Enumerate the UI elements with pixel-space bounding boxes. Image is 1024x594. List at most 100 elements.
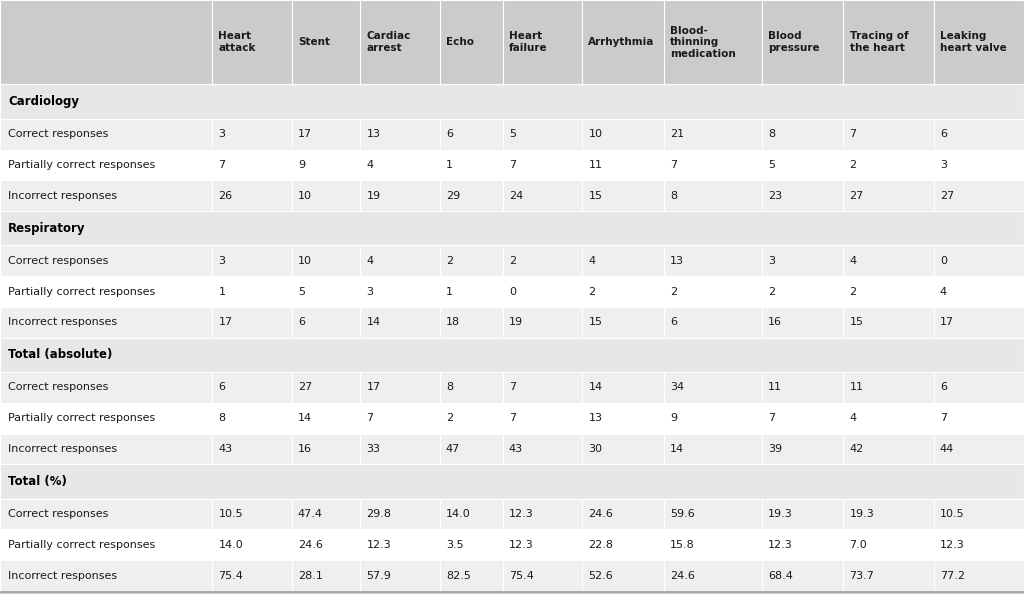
Text: Correct responses: Correct responses — [8, 383, 109, 393]
Text: Total (%): Total (%) — [8, 475, 67, 488]
Text: 4: 4 — [850, 256, 857, 266]
Bar — [360, 150, 439, 181]
Bar — [762, 307, 844, 338]
Text: 57.9: 57.9 — [367, 571, 391, 581]
Bar — [439, 181, 503, 211]
Bar — [0, 338, 1024, 372]
Text: 10.5: 10.5 — [218, 509, 243, 519]
Text: Partially correct responses: Partially correct responses — [8, 413, 156, 424]
Text: 2: 2 — [509, 256, 516, 266]
Text: Heart
failure: Heart failure — [509, 31, 548, 53]
Text: 3: 3 — [218, 256, 225, 266]
Text: Leaking
heart valve: Leaking heart valve — [940, 31, 1007, 53]
Text: 6: 6 — [298, 317, 305, 327]
Text: Incorrect responses: Incorrect responses — [8, 317, 118, 327]
Bar — [0, 403, 212, 434]
Text: Partially correct responses: Partially correct responses — [8, 286, 156, 296]
Bar — [762, 276, 844, 307]
Bar — [292, 119, 360, 150]
Text: 17: 17 — [218, 317, 232, 327]
Text: 8: 8 — [218, 413, 225, 424]
Text: 1: 1 — [218, 286, 225, 296]
Bar — [439, 499, 503, 529]
Bar — [844, 372, 934, 403]
Text: 17: 17 — [940, 317, 954, 327]
Text: 19: 19 — [509, 317, 523, 327]
Bar — [360, 276, 439, 307]
Text: Echo: Echo — [445, 37, 474, 47]
Text: 21: 21 — [670, 129, 684, 139]
Text: 17: 17 — [298, 129, 312, 139]
Text: 14: 14 — [670, 444, 684, 454]
Bar — [439, 150, 503, 181]
Text: Respiratory: Respiratory — [8, 222, 86, 235]
Text: 3: 3 — [940, 160, 947, 170]
Bar — [360, 307, 439, 338]
Text: Cardiac
arrest: Cardiac arrest — [367, 31, 411, 53]
Bar — [762, 403, 844, 434]
Text: 6: 6 — [670, 317, 677, 327]
Text: 15: 15 — [589, 317, 602, 327]
Bar — [934, 276, 1024, 307]
Text: 10: 10 — [589, 129, 602, 139]
Bar — [360, 372, 439, 403]
Text: 43: 43 — [509, 444, 523, 454]
Text: 5: 5 — [768, 160, 775, 170]
Bar — [762, 560, 844, 591]
Bar — [0, 0, 212, 84]
Bar — [292, 276, 360, 307]
Text: 9: 9 — [670, 413, 677, 424]
Bar — [664, 403, 762, 434]
Bar — [360, 181, 439, 211]
Text: 15: 15 — [589, 191, 602, 201]
Text: 4: 4 — [850, 413, 857, 424]
Bar — [503, 434, 583, 465]
Bar — [503, 529, 583, 560]
Text: 68.4: 68.4 — [768, 571, 793, 581]
Text: 7: 7 — [850, 129, 857, 139]
Text: 1: 1 — [445, 160, 453, 170]
Text: 8: 8 — [768, 129, 775, 139]
Bar — [360, 403, 439, 434]
Bar — [439, 560, 503, 591]
Bar — [762, 150, 844, 181]
Text: 6: 6 — [218, 383, 225, 393]
Bar — [292, 150, 360, 181]
Text: 7.0: 7.0 — [850, 540, 867, 550]
Bar — [292, 560, 360, 591]
Bar — [0, 529, 212, 560]
Text: 3: 3 — [218, 129, 225, 139]
Bar — [664, 307, 762, 338]
Text: 77.2: 77.2 — [940, 571, 965, 581]
Bar — [0, 591, 1024, 593]
Text: 33: 33 — [367, 444, 380, 454]
Text: 22.8: 22.8 — [589, 540, 613, 550]
Text: 5: 5 — [298, 286, 305, 296]
Text: 10: 10 — [298, 256, 311, 266]
Bar — [762, 119, 844, 150]
Text: 47.4: 47.4 — [298, 509, 323, 519]
Text: Stent: Stent — [298, 37, 330, 47]
Bar — [439, 276, 503, 307]
Text: 7: 7 — [940, 413, 947, 424]
Bar — [844, 0, 934, 84]
Text: 1: 1 — [445, 286, 453, 296]
Text: 12.3: 12.3 — [509, 509, 534, 519]
Bar — [583, 434, 664, 465]
Bar — [934, 119, 1024, 150]
Text: 2: 2 — [768, 286, 775, 296]
Bar — [212, 276, 292, 307]
Bar — [583, 372, 664, 403]
Bar — [503, 245, 583, 276]
Bar — [292, 434, 360, 465]
Text: 13: 13 — [367, 129, 380, 139]
Text: 12.3: 12.3 — [940, 540, 965, 550]
Text: 4: 4 — [940, 286, 947, 296]
Text: 24.6: 24.6 — [670, 571, 695, 581]
Text: 9: 9 — [298, 160, 305, 170]
Bar — [0, 245, 212, 276]
Text: 4: 4 — [367, 160, 374, 170]
Text: 75.4: 75.4 — [509, 571, 534, 581]
Text: 75.4: 75.4 — [218, 571, 244, 581]
Text: Arrhythmia: Arrhythmia — [589, 37, 654, 47]
